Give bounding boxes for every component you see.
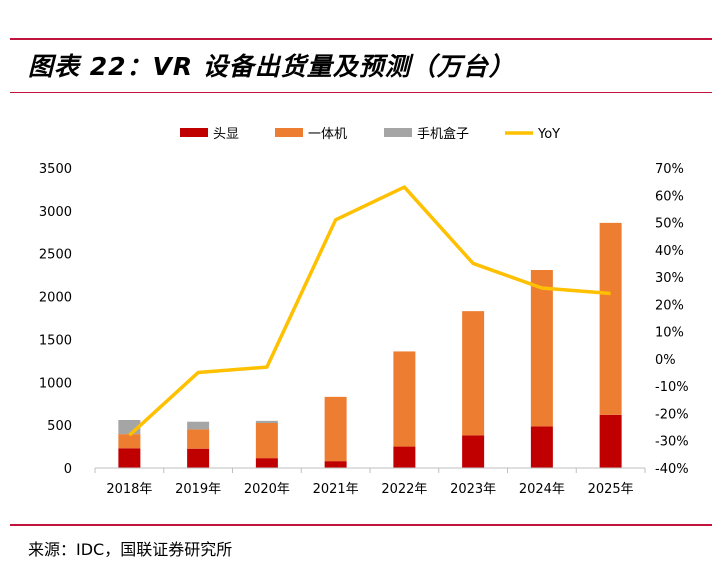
- bar-allinone: [462, 311, 485, 436]
- bottom-rule: [10, 524, 712, 526]
- legend-allinone-label: 一体机: [308, 127, 347, 142]
- yoy-line-group: [128, 185, 611, 437]
- right-tick-label: 60%: [655, 189, 684, 204]
- left-tick-label: 1500: [39, 333, 72, 348]
- right-tick-label: 50%: [655, 217, 684, 232]
- right-tick-label: -10%: [655, 380, 689, 395]
- bar-head: [530, 426, 553, 468]
- bar-head: [255, 458, 278, 468]
- left-tick-label: 0: [64, 462, 72, 477]
- bars: [118, 222, 622, 468]
- x-tick-label: 2022年: [381, 482, 427, 497]
- right-tick-label: -30%: [655, 435, 689, 450]
- title-rule: [10, 92, 712, 93]
- right-tick-label: 70%: [655, 162, 684, 177]
- x-tick-label: 2025年: [588, 482, 634, 497]
- bar-allinone: [530, 270, 553, 427]
- legend-phonebox-swatch: [384, 128, 412, 137]
- legend-allinone-swatch: [275, 128, 303, 137]
- bar-allinone: [599, 222, 622, 415]
- x-tick-label: 2021年: [313, 482, 359, 497]
- x-tick-label: 2019年: [175, 482, 221, 497]
- right-tick-label: -20%: [655, 407, 689, 422]
- left-tick-label: 2500: [39, 248, 72, 263]
- x-tick-label: 2024年: [519, 482, 565, 497]
- right-tick-label: -40%: [655, 462, 689, 477]
- source-note: 来源：IDC，国联证券研究所: [28, 540, 233, 559]
- legend-head-label: 头显: [213, 127, 239, 142]
- left-tick-label: 1000: [39, 376, 72, 391]
- x-tick-label: 2020年: [244, 482, 290, 497]
- legend-head-swatch: [180, 128, 208, 137]
- bar-head: [324, 461, 347, 468]
- legend-phonebox-label: 手机盒子: [417, 126, 469, 142]
- top-rule: [10, 38, 712, 40]
- right-tick-label: 0%: [655, 353, 676, 368]
- yoy-line: [128, 185, 611, 437]
- left-tick-label: 3500: [39, 162, 72, 177]
- bar-head: [118, 448, 141, 468]
- chart-title: 图表 22：VR 设备出货量及预测（万台）: [28, 52, 515, 81]
- bar-head: [462, 435, 485, 468]
- bar-allinone: [255, 423, 278, 459]
- left-tick-label: 3000: [39, 205, 72, 220]
- right-tick-label: 40%: [655, 244, 684, 259]
- right-tick-label: 10%: [655, 326, 684, 341]
- bar-head: [393, 446, 416, 468]
- bar-head: [599, 414, 622, 468]
- bar-allinone: [118, 434, 141, 449]
- left-axis: 0 500 1000 1500 2000 2500 3000 3500: [39, 162, 72, 477]
- bar-allinone: [393, 351, 416, 447]
- x-axis-ticks: 2018年 2019年 2020年 2021年 2022年 2023年 2024年 2025年: [94, 468, 646, 497]
- left-tick-label: 500: [47, 419, 72, 434]
- x-tick-label: 2023年: [450, 482, 496, 497]
- right-tick-label: 20%: [655, 298, 684, 313]
- x-tick-label: 2018年: [106, 482, 152, 497]
- legend: 头显 一体机 手机盒子 YoY: [180, 126, 560, 142]
- bar-allinone: [324, 396, 347, 462]
- bar-phonebox: [255, 420, 278, 423]
- bar-head: [187, 448, 210, 468]
- bar-allinone: [187, 429, 210, 449]
- bar-phonebox: [187, 421, 210, 430]
- legend-yoy-label: YoY: [537, 127, 560, 142]
- left-tick-label: 2000: [39, 291, 72, 306]
- right-tick-label: 30%: [655, 271, 684, 286]
- right-axis: -40% -30% -20% -10% 0% 10% 20% 30% 40% 50% 60% 70%: [655, 162, 689, 477]
